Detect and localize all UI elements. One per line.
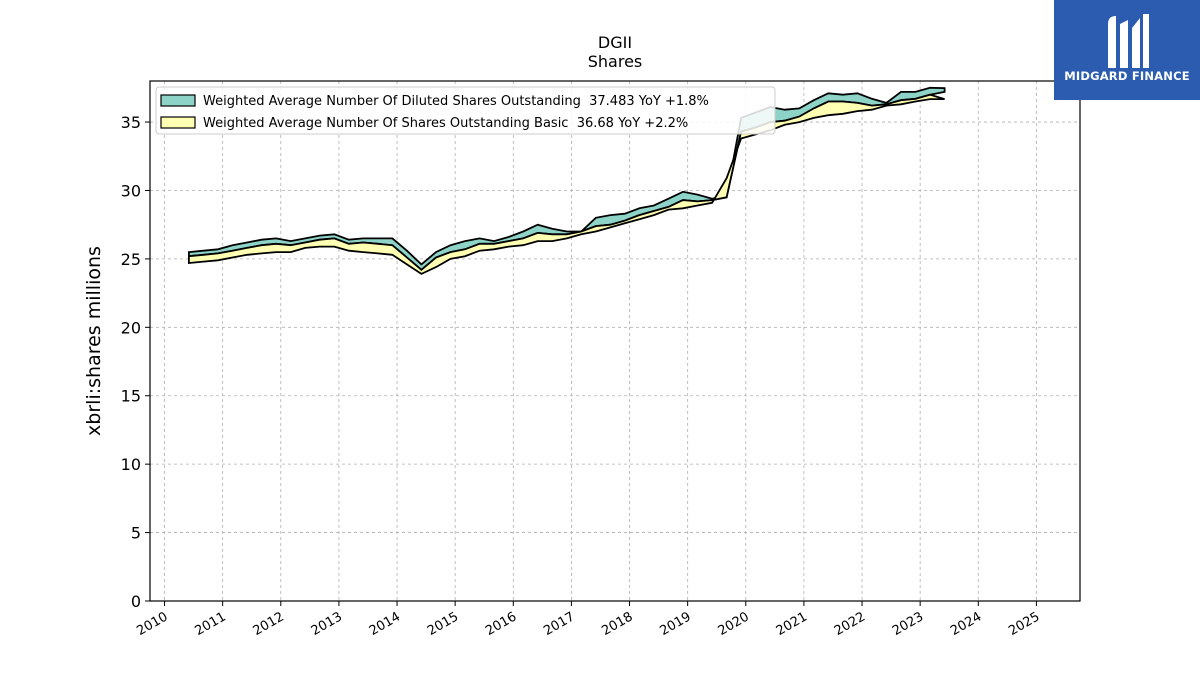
x-tick-label: 2018: [599, 609, 635, 639]
series-bands: [188, 86, 946, 275]
x-tick-label: 2019: [657, 609, 693, 639]
y-tick-label: 15: [121, 387, 141, 406]
midgard-finance-logo: MIDGARD FINANCE: [1054, 0, 1200, 100]
x-tick-label: 2010: [134, 609, 170, 639]
chart-title: DGII: [598, 33, 632, 52]
legend-label-diluted: Weighted Average Number Of Diluted Share…: [203, 94, 709, 109]
y-tick-label: 10: [121, 455, 141, 474]
legend-box: [155, 86, 776, 135]
y-tick-label: 35: [121, 113, 141, 132]
grid: [150, 81, 1080, 602]
y-tick-label: 30: [121, 181, 141, 200]
y-tick-label: 0: [131, 592, 141, 611]
y-tick-label: 5: [131, 524, 141, 543]
x-tick-label: 2015: [425, 609, 461, 639]
y-tick-label: 20: [121, 318, 141, 337]
x-tick-label: 2025: [1006, 609, 1042, 639]
legend: Weighted Average Number Of Diluted Share…: [155, 86, 776, 135]
x-tick-label: 2011: [192, 609, 228, 639]
x-tick-label: 2013: [309, 609, 345, 639]
x-ticks: 2010 2011 2012 2013 2014 2015 2016 2017 2018 2019…: [134, 601, 1042, 639]
logo-mark-icon: [1108, 14, 1149, 68]
x-tick-label: 2017: [541, 609, 577, 639]
x-tick-label: 2021: [774, 609, 810, 639]
series-band-1: [188, 93, 945, 275]
logo-text: MIDGARD FINANCE: [1064, 69, 1190, 83]
x-tick-label: 2020: [716, 609, 752, 639]
chart-subtitle: Shares: [588, 52, 643, 71]
legend-swatch-basic: [160, 116, 196, 129]
legend-label-basic: Weighted Average Number Of Shares Outsta…: [203, 116, 688, 131]
plot-frame: [149, 80, 1081, 602]
legend-swatch-diluted: [160, 94, 196, 107]
y-ticks: 0 5 10 15 20 25 30 35: [121, 113, 150, 611]
x-tick-label: 2024: [948, 609, 984, 639]
x-tick-label: 2022: [832, 609, 868, 639]
y-tick-label: 25: [121, 250, 141, 269]
x-tick-label: 2023: [890, 609, 926, 639]
x-tick-label: 2014: [367, 609, 403, 639]
y-axis-label: xbrli:shares millions: [83, 246, 105, 436]
x-tick-label: 2016: [483, 609, 519, 639]
x-tick-label: 2012: [251, 609, 287, 639]
